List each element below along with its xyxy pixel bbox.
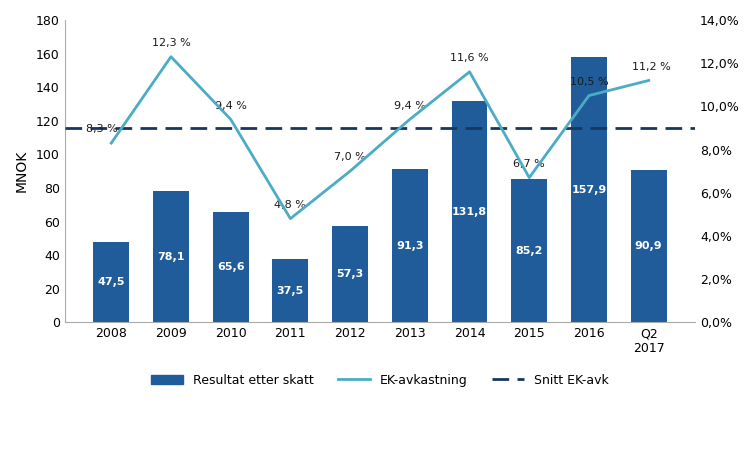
Text: 47,5: 47,5 — [97, 278, 125, 288]
Bar — [392, 169, 428, 322]
Text: 11,2 %: 11,2 % — [632, 62, 671, 72]
Text: 37,5: 37,5 — [277, 286, 304, 296]
Bar — [571, 57, 607, 322]
Text: 10,5 %: 10,5 % — [570, 77, 609, 87]
Text: 91,3: 91,3 — [396, 241, 424, 251]
Bar — [630, 170, 667, 322]
Text: 157,9: 157,9 — [572, 185, 606, 195]
Text: 11,6 %: 11,6 % — [450, 53, 488, 63]
Text: 90,9: 90,9 — [635, 241, 662, 251]
Bar — [511, 179, 547, 322]
Bar — [451, 101, 488, 322]
Text: 6,7 %: 6,7 % — [513, 159, 545, 169]
Bar — [273, 259, 308, 322]
Text: 65,6: 65,6 — [217, 262, 245, 272]
Text: 131,8: 131,8 — [452, 207, 487, 217]
Text: 8,3 %: 8,3 % — [86, 124, 119, 134]
Y-axis label: MNOK: MNOK — [15, 150, 29, 192]
Legend: Resultat etter skatt, EK-avkastning, Snitt EK-avk: Resultat etter skatt, EK-avkastning, Sni… — [146, 369, 614, 392]
Bar — [213, 212, 248, 322]
Bar — [94, 243, 129, 322]
Text: 9,4 %: 9,4 % — [214, 101, 247, 111]
Text: 4,8 %: 4,8 % — [275, 200, 307, 210]
Bar — [153, 191, 189, 322]
Text: 9,4 %: 9,4 % — [394, 101, 426, 111]
Text: 85,2: 85,2 — [516, 246, 543, 256]
Text: 12,3 %: 12,3 % — [152, 38, 190, 48]
Text: 78,1: 78,1 — [157, 252, 185, 262]
Text: 57,3: 57,3 — [337, 269, 364, 279]
Text: 7,0 %: 7,0 % — [334, 152, 366, 162]
Bar — [332, 226, 368, 322]
